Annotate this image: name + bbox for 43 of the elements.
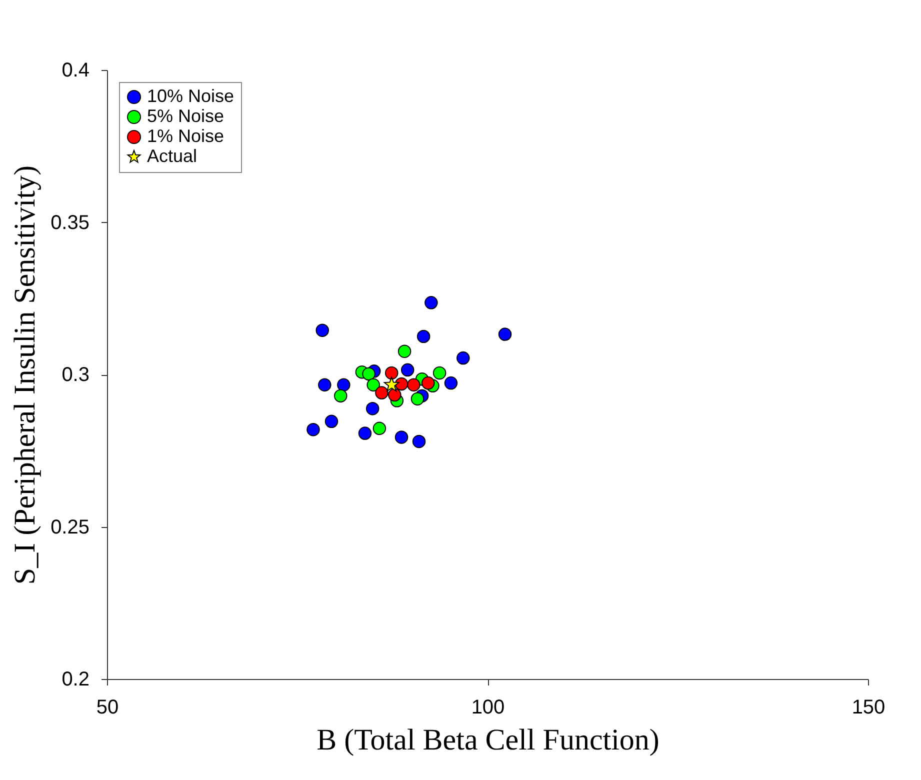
point	[375, 386, 388, 400]
point	[384, 366, 398, 380]
point	[456, 351, 470, 365]
y-tick-label: 0.2	[62, 668, 90, 690]
x-tick-label: 150	[852, 696, 886, 718]
point	[398, 344, 412, 358]
point	[366, 378, 380, 392]
point	[372, 422, 386, 436]
y-tick-label: 0.25	[50, 516, 90, 538]
point	[416, 330, 430, 344]
point	[410, 392, 424, 406]
y-tick-label: 0.4	[62, 60, 90, 82]
point	[362, 367, 376, 381]
x-tick-label: 50	[96, 696, 119, 718]
point	[337, 378, 350, 392]
point	[444, 376, 458, 390]
point	[407, 378, 420, 392]
legend-label: 5% Noise	[147, 106, 224, 126]
point	[388, 388, 402, 402]
y-tick-label: 0.3	[62, 364, 90, 386]
point	[384, 376, 400, 392]
x-axis-title: B (Total Beta Cell Function)	[316, 724, 660, 756]
point	[324, 414, 338, 428]
point	[334, 389, 348, 402]
y-tick-label: 0.35	[50, 212, 90, 234]
point	[412, 434, 426, 448]
legend-label: 1% Noise	[147, 126, 224, 146]
point	[318, 378, 332, 392]
point	[366, 402, 380, 416]
point	[394, 377, 408, 391]
point	[358, 426, 372, 440]
point	[394, 430, 408, 444]
point	[424, 296, 438, 310]
point	[432, 366, 446, 380]
point	[306, 423, 320, 436]
legend-label: 10% Noise	[147, 86, 234, 106]
legend-label: Actual	[147, 146, 198, 166]
x-tick-label: 100	[471, 696, 505, 718]
point	[498, 328, 512, 341]
point	[422, 376, 435, 390]
y-axis-title: S_I (Peripheral Insulin Sensitivity)	[8, 165, 42, 585]
point	[400, 363, 414, 377]
point	[316, 324, 329, 337]
